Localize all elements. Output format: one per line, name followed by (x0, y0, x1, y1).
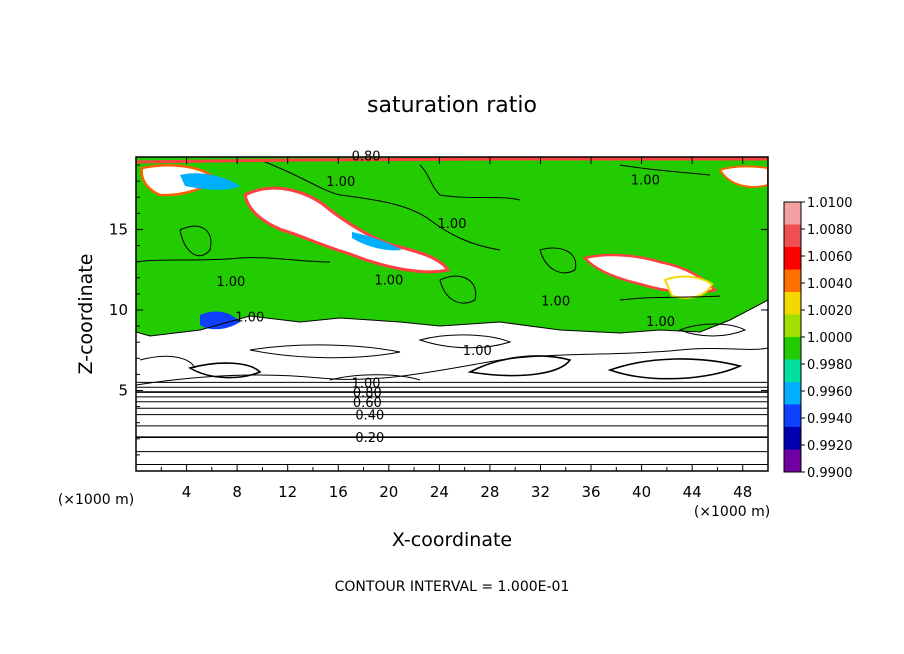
colorbar-swatch (784, 202, 801, 225)
colorbar-label: 0.9980 (807, 358, 853, 373)
colorbar-label: 0.9960 (807, 385, 853, 400)
x-tick-label: 4 (182, 483, 192, 501)
x-axis-label: X-coordinate (392, 529, 512, 551)
contour-line-upper-boundary (136, 299, 768, 337)
colorbar-swatch (784, 382, 801, 405)
colorbar-swatch (784, 247, 801, 270)
colorbar-swatch (784, 224, 801, 248)
subsaturated-streak-2 (200, 311, 240, 330)
colorbar-swatch (784, 337, 801, 360)
colorbar-swatch (784, 314, 801, 338)
colorbar-label: 1.0100 (807, 196, 853, 211)
x-tick-label: 24 (430, 483, 449, 501)
colorbar: 1.0100 1.0080 1.0060 1.0040 1.0020 1.0000 0.99… (783, 196, 853, 481)
y-axis: 5 10 15 (109, 164, 768, 456)
contour-label: 1.00 (235, 310, 264, 325)
contour-label: 1.00 (216, 275, 245, 290)
contour-label: 0.80 (353, 386, 382, 401)
colorbar-swatch (784, 269, 801, 293)
supersaturated-patch-1 (243, 186, 451, 274)
chart-title: saturation ratio (367, 93, 537, 118)
y-tick-label: 15 (109, 220, 128, 238)
colorbar-label: 1.0080 (807, 223, 853, 238)
colorbar-swatch (784, 449, 801, 473)
x-tick-label: 12 (278, 483, 297, 501)
contour-lines-stratified (136, 381, 768, 466)
contour-label: 1.00 (374, 273, 403, 288)
x-tick-label: 28 (480, 483, 499, 501)
contour-label: 1.00 (646, 315, 675, 330)
colorbar-label: 1.0020 (807, 304, 853, 319)
x-unit-left: (×1000 m) (58, 492, 134, 508)
contour-label: 1.00 (326, 175, 355, 190)
contour-label: 1.00 (352, 376, 381, 391)
colorbar-label: 1.0000 (807, 331, 853, 346)
plot-frame (135, 156, 769, 472)
contour-labels: 0.200.400.600.801.000.801.001.001.001.00… (216, 149, 675, 446)
contour-lines-upper (136, 159, 721, 304)
x-axis: 4 8 12 16 20 24 28 32 36 40 44 48 (160, 157, 752, 501)
x-tick-label: 40 (632, 483, 651, 501)
subsaturated-streak-1 (180, 173, 240, 190)
supersaturated-patch-4 (718, 165, 768, 189)
colorbar-label: 0.9900 (807, 466, 853, 481)
colorbar-label: 0.9940 (807, 412, 853, 427)
colorbar-label: 1.0060 (807, 250, 853, 265)
y-tick-label: 5 (118, 381, 128, 399)
contour-label: 1.00 (631, 174, 660, 189)
x-tick-label: 16 (329, 483, 348, 501)
contour-label: 1.00 (463, 344, 492, 359)
contour-label: 1.00 (541, 294, 570, 309)
contour-lines-cloud (136, 323, 768, 386)
contour-interval-note: CONTOUR INTERVAL = 1.000E-01 (335, 579, 570, 595)
x-tick-label: 8 (232, 483, 242, 501)
subsaturated-streak-3 (352, 232, 402, 251)
x-tick-label: 32 (531, 483, 550, 501)
x-tick-label: 44 (683, 483, 702, 501)
colorbar-swatch (784, 404, 801, 428)
colorbar-label: 1.0040 (807, 277, 853, 292)
contour-label: 0.20 (355, 431, 384, 446)
plot-area (136, 157, 768, 471)
x-tick-label: 20 (379, 483, 398, 501)
x-tick-label: 36 (581, 483, 600, 501)
colorbar-swatch (784, 427, 801, 450)
contour-label: 0.40 (355, 409, 384, 424)
contour-label: 1.00 (438, 217, 467, 232)
colorbar-swatch (784, 359, 801, 383)
contour-label: 0.60 (353, 396, 382, 411)
x-unit-right: (×1000 m) (694, 504, 770, 520)
y-axis-label: Z-coordinate (75, 254, 97, 375)
x-tick-label: 48 (733, 483, 752, 501)
colorbar-swatch (784, 292, 801, 315)
contour-label: 0.80 (352, 149, 381, 164)
colorbar-label: 0.9920 (807, 439, 853, 454)
top-edge-highlight (136, 157, 768, 164)
y-tick-label: 10 (109, 301, 128, 319)
